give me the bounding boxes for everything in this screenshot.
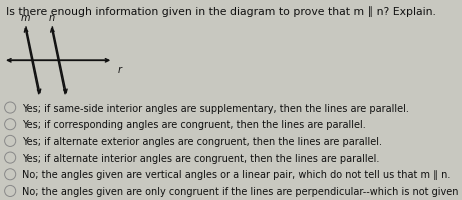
Text: n: n (49, 13, 55, 23)
Text: m: m (21, 13, 30, 23)
Text: Is there enough information given in the diagram to prove that m ∥ n? Explain.: Is there enough information given in the… (6, 6, 436, 17)
Text: r: r (117, 65, 121, 75)
Text: No; the angles given are vertical angles or a linear pair, which do not tell us : No; the angles given are vertical angles… (22, 169, 450, 179)
Text: No; the angles given are only congruent if the lines are perpendicular--which is: No; the angles given are only congruent … (22, 186, 462, 196)
Text: Yes; if corresponding angles are congruent, then the lines are parallel.: Yes; if corresponding angles are congrue… (22, 120, 366, 130)
Text: Yes; if same-side interior angles are supplementary, then the lines are parallel: Yes; if same-side interior angles are su… (22, 103, 409, 113)
Text: Yes; if alternate interior angles are congruent, then the lines are parallel.: Yes; if alternate interior angles are co… (22, 153, 380, 163)
Text: Yes; if alternate exterior angles are congruent, then the lines are parallel.: Yes; if alternate exterior angles are co… (22, 136, 382, 146)
